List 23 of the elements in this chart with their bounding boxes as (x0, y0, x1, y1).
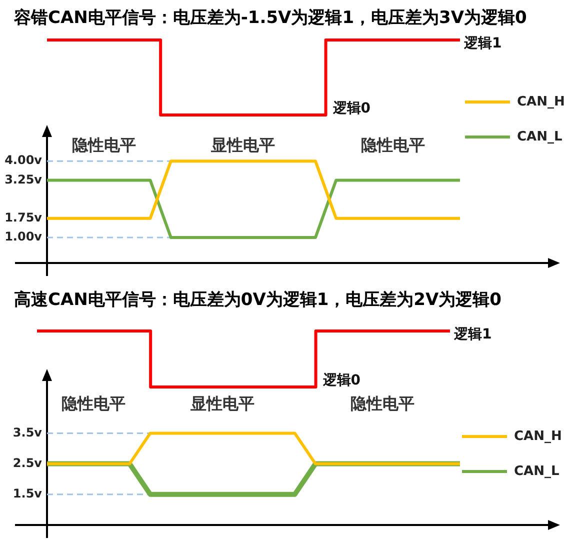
y-tick-label: 3.25v (4, 172, 42, 186)
annotation: 隐性电平 (72, 136, 136, 155)
annotation: 隐性电平 (61, 394, 126, 413)
legend-label: CAN_L (517, 129, 562, 144)
legend-label: CAN_H (514, 428, 562, 444)
annotation: 逻辑1 (453, 326, 492, 343)
y-tick-label: 1.5v (12, 486, 42, 501)
annotation: 逻辑1 (463, 36, 502, 52)
annotation: 逻辑0 (322, 372, 361, 389)
chart-title: 容错CAN电平信号：电压差为-1.5V为逻辑1，电压差为3V为逻辑0 (14, 8, 527, 28)
annotation: 逻辑0 (332, 100, 371, 117)
annotation: 显性电平 (210, 136, 276, 155)
y-tick-label: 1.00v (4, 230, 42, 244)
legend-label: CAN_H (517, 94, 565, 110)
chart-title: 高速CAN电平信号：电压差为0V为逻辑1，电压差为2V为逻辑0 (14, 290, 502, 310)
annotation: 显性电平 (190, 394, 255, 413)
annotation: 隐性电平 (360, 136, 425, 155)
y-tick-label: 3.5v (12, 425, 42, 440)
y-tick-label: 4.00v (4, 153, 42, 168)
annotation: 隐性电平 (350, 394, 415, 413)
y-tick-label: 2.5v (12, 456, 42, 470)
y-tick-label: 1.75v (4, 210, 42, 225)
legend-label: CAN_L (514, 464, 560, 479)
